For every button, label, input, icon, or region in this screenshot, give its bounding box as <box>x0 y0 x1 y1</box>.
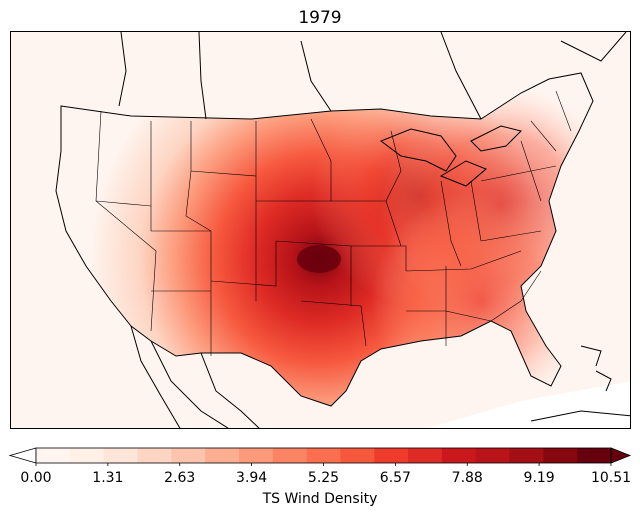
colorbar-segment <box>171 448 206 463</box>
map-title: 1979 <box>298 8 342 28</box>
colorbar-segment <box>475 448 511 463</box>
colorbar-segment <box>272 448 308 463</box>
colorbar-segment <box>205 448 240 463</box>
colorbar-segment <box>340 448 375 463</box>
colorbar-tick-label: 5.25 <box>307 470 340 486</box>
colorbar-tick-label: 0.00 <box>20 470 52 486</box>
colorbar-segment <box>543 448 578 463</box>
colorbar-tick-label: 9.19 <box>523 470 555 486</box>
colorbar-tick-label: 10.51 <box>590 470 632 486</box>
colorbar-tick-label: 7.88 <box>451 470 483 486</box>
colorbar-segment <box>137 448 172 463</box>
colorbar-segment <box>69 448 105 463</box>
colorbar-tick-label: 3.94 <box>236 470 268 486</box>
colorbar-segment <box>441 448 477 463</box>
colorbar-under-arrow <box>8 447 37 464</box>
colorbar-label: TS Wind Density <box>262 491 378 507</box>
colorbar-segment <box>238 448 274 463</box>
colorbar-segment <box>509 448 544 463</box>
colorbar-scale <box>8 447 632 466</box>
colorbar-tick-label: 6.57 <box>379 470 411 486</box>
colorbar-segment <box>577 448 612 463</box>
colorbar <box>0 440 640 520</box>
density-map <box>11 32 630 428</box>
colorbar-segment <box>374 448 409 463</box>
colorbar-tick-label: 1.31 <box>92 470 124 486</box>
state-borders <box>95 90 572 356</box>
colorbar-segment <box>36 448 71 463</box>
map-frame <box>10 31 631 429</box>
colorbar-segment <box>103 448 138 463</box>
coastlines <box>55 32 630 428</box>
colorbar-segment <box>408 448 443 463</box>
colorbar-over-arrow <box>610 447 632 464</box>
colorbar-segment <box>306 448 341 463</box>
colorbar-tick-label: 2.63 <box>164 470 196 486</box>
